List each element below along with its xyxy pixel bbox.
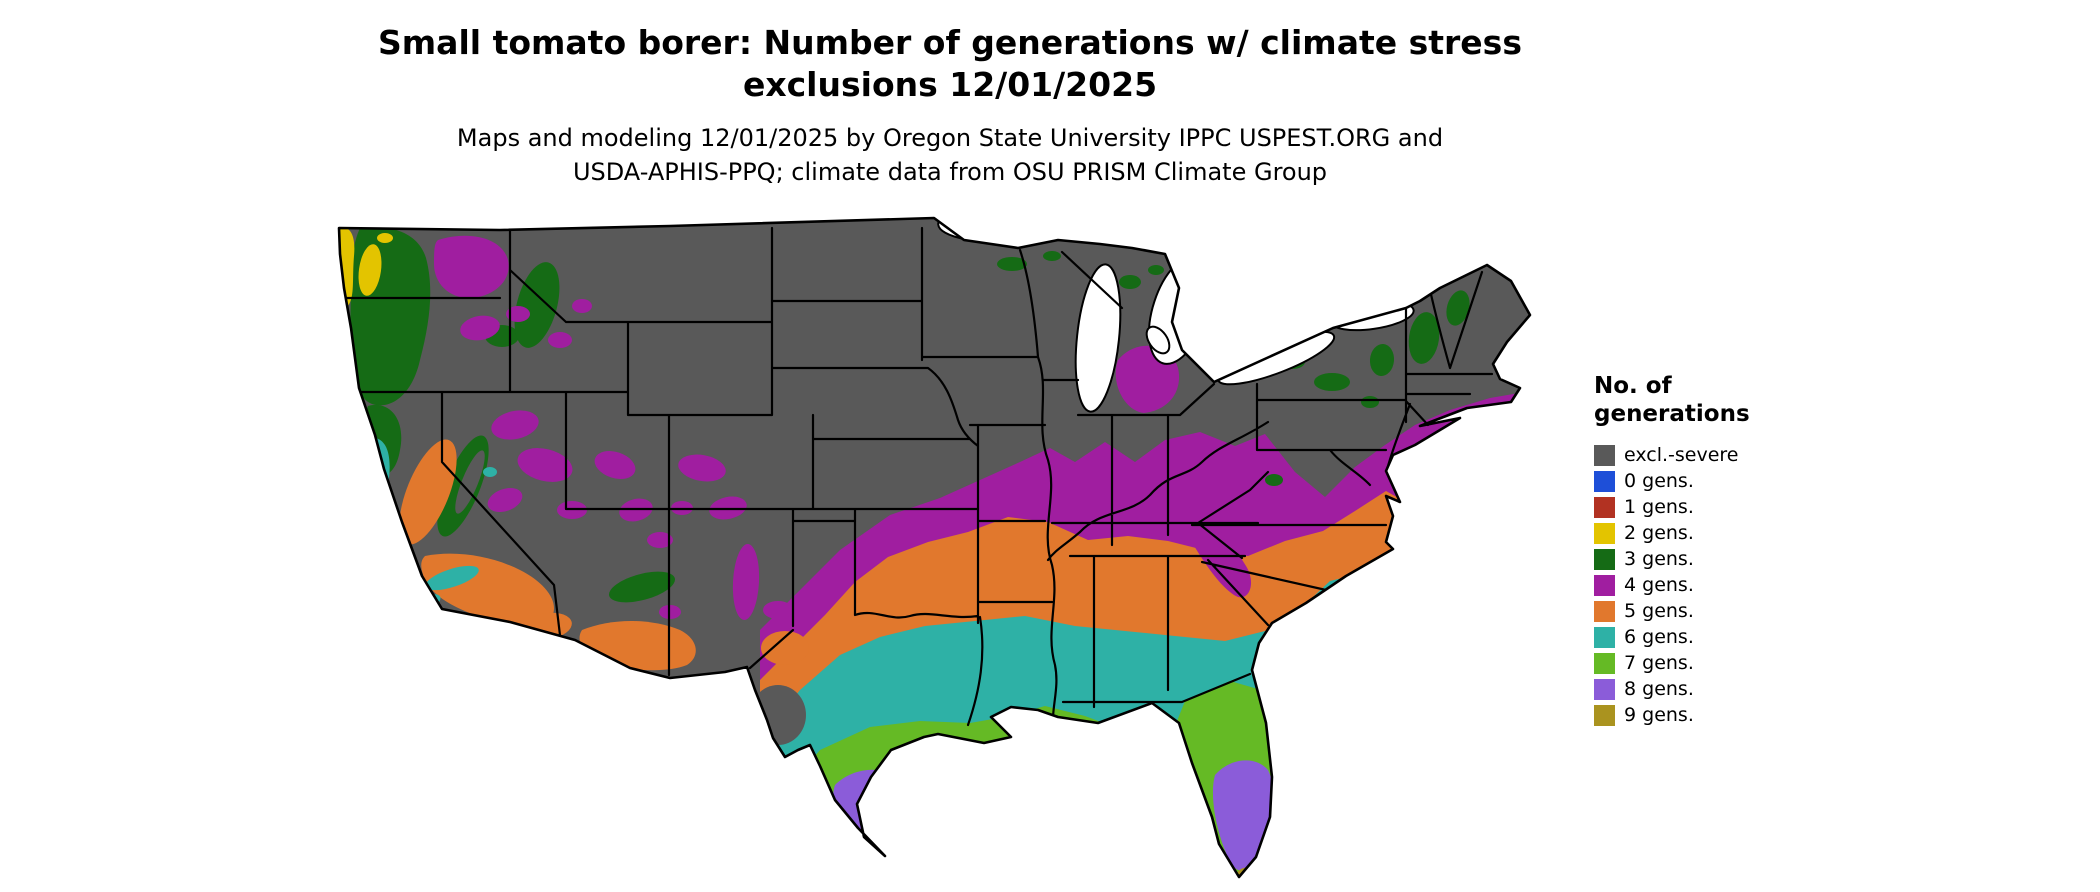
- legend-swatch: [1594, 626, 1615, 648]
- legend-item-label: 3 gens.: [1624, 547, 1694, 570]
- us-map: [330, 210, 1560, 886]
- legend-title-line-2: generations: [1594, 401, 1750, 428]
- legend-swatch: [1594, 600, 1615, 622]
- legend-swatch: [1594, 548, 1615, 570]
- legend-item: 1 gens.: [1594, 494, 1824, 520]
- page-title: Small tomato borer: Number of generation…: [0, 22, 1900, 106]
- legend-item-label: 5 gens.: [1624, 599, 1694, 622]
- page-subtitle: Maps and modeling 12/01/2025 by Oregon S…: [0, 122, 1900, 189]
- legend-swatch: [1594, 470, 1615, 492]
- legend-swatch: [1594, 704, 1615, 726]
- legend-item: 3 gens.: [1594, 546, 1824, 572]
- legend-item-label: 0 gens.: [1624, 469, 1694, 492]
- saginaw-bay: [1145, 325, 1171, 355]
- title-line-2: exclusions 12/01/2025: [742, 65, 1158, 105]
- legend-swatch: [1594, 574, 1615, 596]
- us-generations-map-svg: [337, 216, 1532, 879]
- legend-item-label: 2 gens.: [1624, 521, 1694, 544]
- map-base: [339, 218, 1530, 877]
- legend-title: No. of generations: [1594, 372, 1824, 428]
- legend-item: 4 gens.: [1594, 572, 1824, 598]
- legend-item: 8 gens.: [1594, 676, 1824, 702]
- legend-item: 9 gens.: [1594, 702, 1824, 728]
- legend-item: 0 gens.: [1594, 468, 1824, 494]
- legend-item: 5 gens.: [1594, 598, 1824, 624]
- legend-swatch: [1594, 678, 1615, 700]
- zone-4-gens-appalachians: [1177, 505, 1252, 598]
- subtitle-line-1: Maps and modeling 12/01/2025 by Oregon S…: [456, 124, 1444, 152]
- legend-item-label: excl.-severe: [1624, 443, 1739, 466]
- legend-item: excl.-severe: [1594, 442, 1824, 468]
- zone-9-gens-keys: [1222, 875, 1234, 877]
- state-borders: [340, 226, 1494, 732]
- legend-swatch: [1594, 652, 1615, 674]
- legend-item-label: 9 gens.: [1624, 703, 1694, 726]
- zone-8-gens-south-florida: [1212, 760, 1275, 871]
- legend-title-line-1: No. of: [1594, 373, 1672, 399]
- zone-5-gens-central-valley: [399, 439, 457, 545]
- lake-michigan: [1074, 263, 1122, 413]
- subtitle-line-2: USDA-APHIS-PPQ; climate data from OSU PR…: [572, 157, 1328, 186]
- legend-item-label: 8 gens.: [1624, 677, 1694, 700]
- legend-item-label: 7 gens.: [1624, 651, 1694, 674]
- us-outline: [337, 216, 1532, 879]
- title-line-1: Small tomato borer: Number of generation…: [378, 23, 1522, 62]
- legend-item: 6 gens.: [1594, 624, 1824, 650]
- legend-item: 7 gens.: [1594, 650, 1824, 676]
- legend: No. of generations excl.-severe 0 gens. …: [1594, 372, 1824, 728]
- legend-item-label: 4 gens.: [1624, 573, 1694, 596]
- legend-item-label: 6 gens.: [1624, 625, 1694, 648]
- legend-swatch: [1594, 496, 1615, 518]
- legend-swatch: [1594, 522, 1615, 544]
- legend-items: excl.-severe 0 gens. 1 gens. 2 gens. 3 g…: [1594, 442, 1824, 728]
- legend-item: 2 gens.: [1594, 520, 1824, 546]
- legend-item-label: 1 gens.: [1624, 495, 1694, 518]
- legend-swatch: [1594, 444, 1615, 466]
